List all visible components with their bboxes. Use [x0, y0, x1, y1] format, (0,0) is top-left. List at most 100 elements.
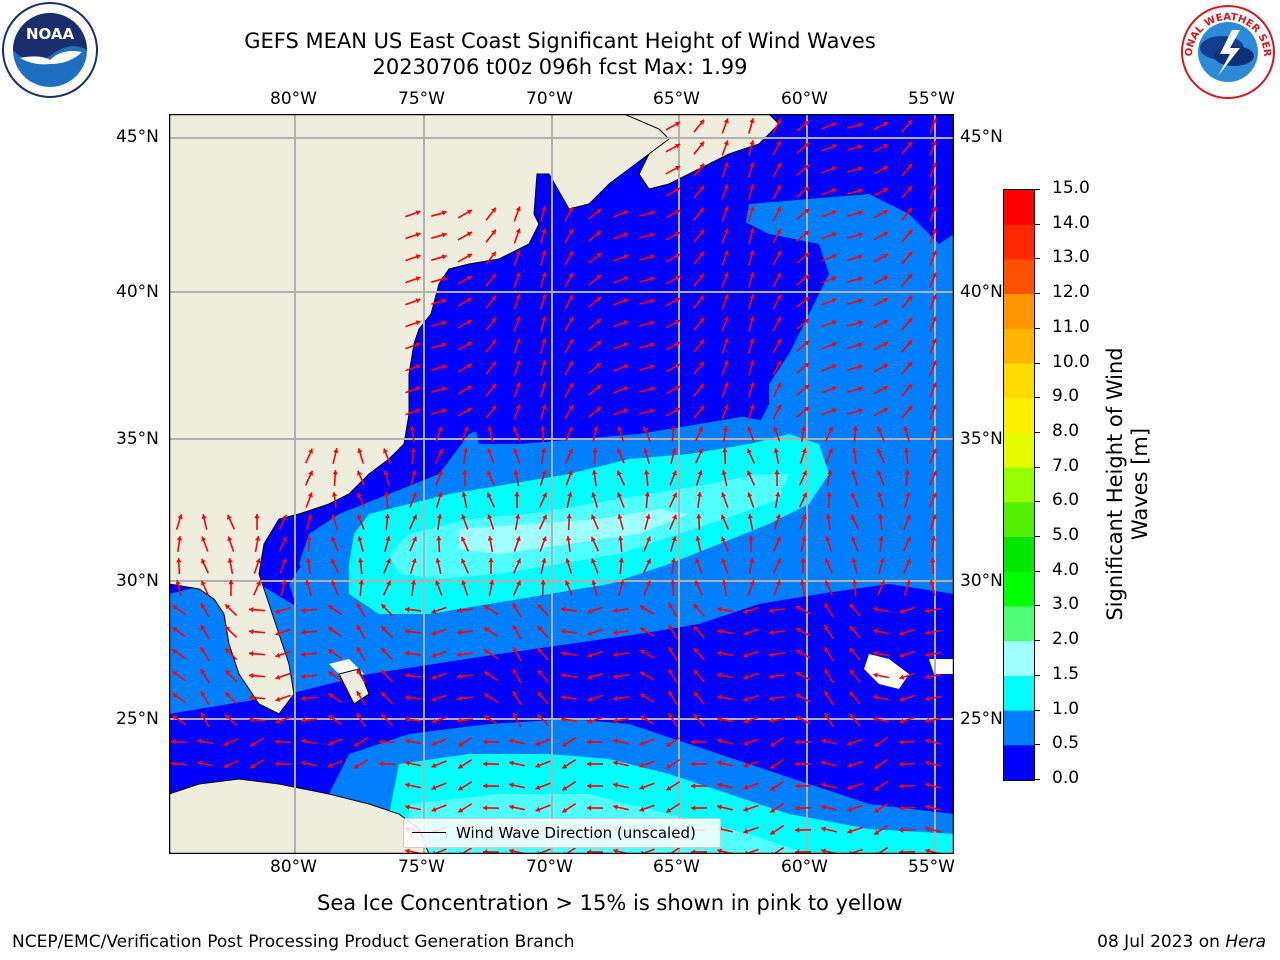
direction-arrow-head — [225, 692, 231, 698]
direction-arrow-head — [405, 804, 410, 810]
direction-arrow-head — [932, 470, 938, 476]
direction-arrow-head — [851, 470, 857, 476]
direction-arrow-head — [899, 608, 905, 614]
direction-arrow-head — [515, 514, 521, 519]
colorbar-tick-mark — [1034, 327, 1040, 329]
direction-arrow-head — [675, 297, 681, 303]
direction-arrow-head — [931, 162, 937, 168]
direction-arrow-head — [301, 695, 306, 702]
direction-arrow-head — [720, 514, 726, 520]
colorbar-tick-mark — [1034, 709, 1040, 711]
direction-arrow-head — [358, 580, 365, 585]
colorbar-swatch — [1004, 328, 1034, 365]
direction-arrow-head — [515, 228, 521, 234]
direction-arrow-head — [415, 408, 421, 414]
direction-arrow-head — [804, 362, 810, 368]
direction-arrow-head — [356, 669, 362, 675]
direction-arrow-head — [441, 232, 447, 238]
direction-arrow-head — [623, 408, 629, 414]
direction-arrow-head — [568, 404, 574, 410]
direction-arrow-head — [801, 536, 807, 541]
direction-arrow-head — [721, 492, 727, 498]
direction-arrow-head — [623, 232, 629, 238]
direction-arrow-head — [831, 166, 837, 172]
direction-arrow-head — [874, 763, 880, 769]
direction-arrow-head — [541, 448, 547, 453]
direction-arrow-head — [431, 806, 437, 812]
land-areas — [168, 113, 780, 855]
direction-arrow-head — [431, 652, 437, 658]
colorbar-swatch — [1004, 745, 1034, 781]
colorbar-tick-mark — [1034, 501, 1040, 503]
direction-arrow-head — [354, 763, 360, 769]
direction-arrow-head — [799, 580, 806, 585]
direction-arrow-head — [405, 760, 410, 766]
direction-arrow-head — [899, 674, 905, 680]
direction-arrow-head — [666, 741, 672, 747]
direction-arrow-head — [591, 492, 597, 498]
direction-arrow-head — [675, 165, 681, 171]
direction-arrow-head — [484, 693, 490, 699]
direction-arrow-head — [925, 738, 930, 744]
direction-arrow-head — [721, 558, 727, 564]
direction-arrow-head — [907, 383, 913, 389]
direction-arrow-head — [491, 251, 496, 257]
direction-arrow-head — [857, 364, 863, 370]
direction-arrow-head — [649, 210, 655, 216]
direction-arrow-head — [331, 514, 337, 520]
direction-arrow-head — [795, 783, 800, 789]
direction-arrow-head — [857, 320, 863, 326]
direction-arrow-head — [275, 608, 281, 614]
direction-arrow-head — [723, 338, 729, 344]
direction-arrow-head — [804, 120, 810, 126]
direction-arrow-head — [769, 673, 774, 680]
direction-arrow-head — [931, 272, 937, 278]
direction-arrow-head — [796, 715, 801, 721]
direction-arrow-head — [356, 603, 362, 609]
direction-arrow-head — [172, 627, 178, 632]
direction-arrow-head — [873, 628, 878, 634]
direction-arrow-head — [749, 206, 755, 212]
direction-arrow-head — [931, 360, 937, 366]
direction-arrow-head — [929, 580, 935, 585]
direction-arrow-head — [431, 674, 437, 680]
direction-arrow-head — [776, 118, 782, 124]
direction-arrow-head — [639, 806, 645, 812]
direction-arrow-head — [568, 272, 574, 278]
direction-arrow-head — [596, 385, 602, 390]
direction-arrow-head — [441, 254, 447, 260]
direction-arrow-head — [925, 630, 930, 636]
direction-arrow-head — [535, 762, 541, 768]
direction-arrow-head — [306, 536, 312, 541]
direction-arrow-head — [831, 122, 837, 128]
direction-arrow-head — [587, 652, 593, 658]
lon-tick-top-65w: 65°W — [653, 89, 700, 109]
direction-arrow-head — [931, 514, 937, 520]
direction-arrow-head — [596, 209, 602, 214]
direction-arrow-head — [907, 119, 913, 125]
direction-arrow-head — [831, 298, 837, 304]
direction-arrow-head — [301, 717, 306, 724]
direction-arrow-head — [907, 163, 913, 169]
direction-arrow-head — [227, 558, 233, 563]
direction-arrow-head — [568, 294, 574, 300]
direction-arrow-head — [857, 342, 863, 348]
direction-arrow-head — [596, 319, 602, 324]
direction-arrow-head — [723, 272, 729, 278]
direction-arrow-head — [483, 761, 488, 767]
direction-arrow-head — [249, 694, 254, 701]
colorbar-swatch — [1004, 259, 1034, 295]
direction-arrow-head — [515, 206, 521, 212]
direction-arrow-head — [831, 342, 837, 348]
direction-arrow-head — [223, 741, 229, 746]
direction-arrow-head — [327, 762, 333, 768]
direction-arrow-head — [462, 448, 469, 453]
direction-arrow-head — [722, 448, 728, 453]
direction-arrow-head — [566, 514, 572, 519]
direction-arrow-head — [640, 627, 646, 633]
colorbar-tick-mark — [1034, 293, 1040, 295]
direction-arrow-head — [931, 228, 937, 234]
direction-arrow-head — [542, 492, 547, 498]
direction-arrow-head — [649, 342, 655, 348]
direction-arrow-head — [463, 426, 469, 432]
